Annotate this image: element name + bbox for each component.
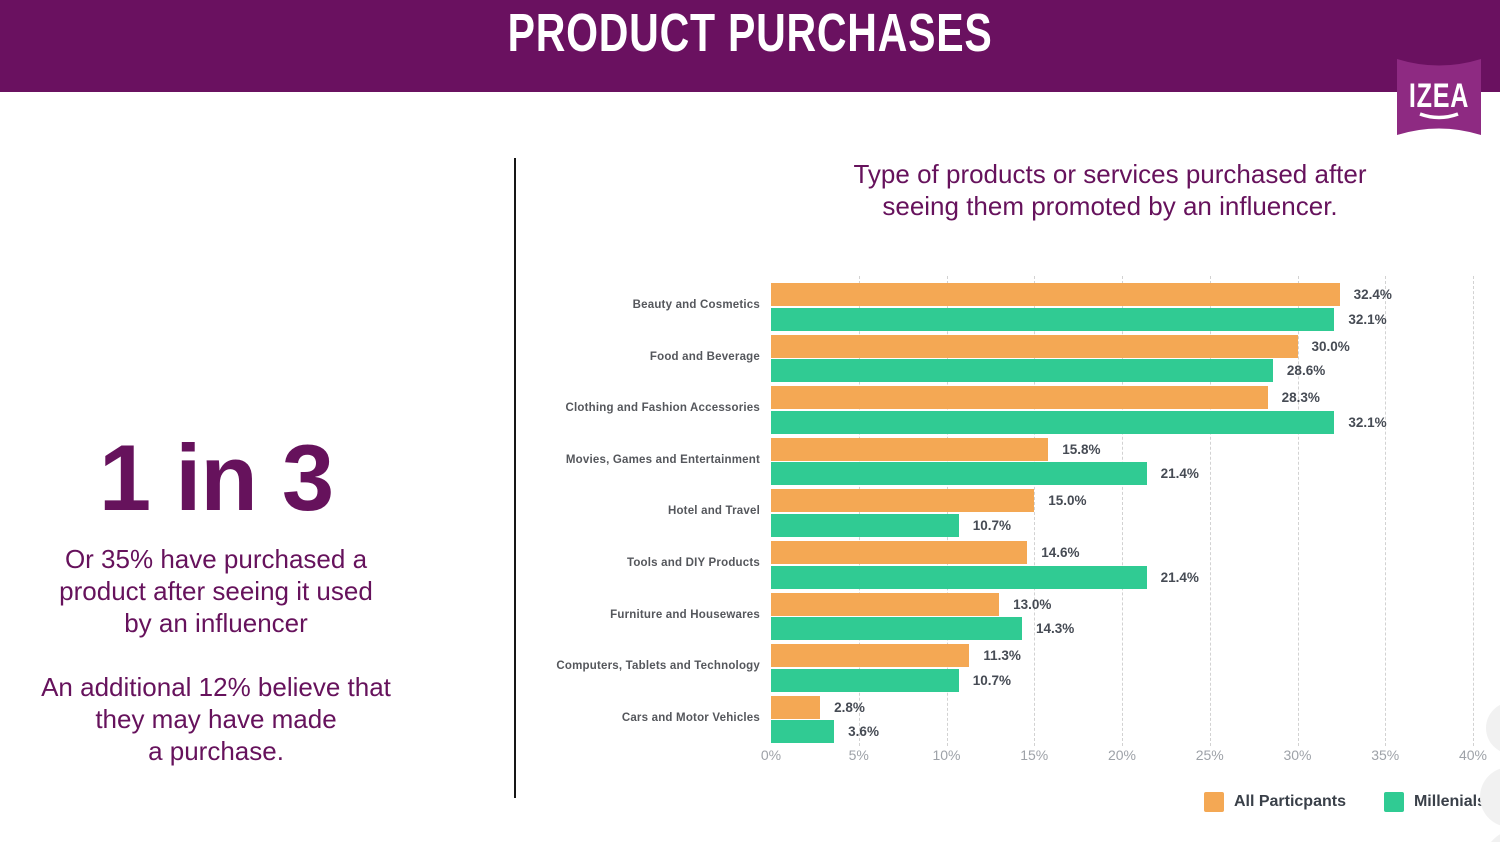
bar-all-participants xyxy=(771,695,821,719)
gridline-40 xyxy=(1473,276,1474,746)
value-label: 13.0% xyxy=(1013,596,1052,612)
bar-millennials xyxy=(771,462,1147,486)
category-label: Furniture and Housewares xyxy=(610,608,760,621)
value-label: 11.3% xyxy=(983,648,1021,664)
x-axis-tick: 30% xyxy=(1283,747,1312,763)
chart-title-line: Type of products or services purchased a… xyxy=(853,159,1367,189)
x-axis-tick: 20% xyxy=(1107,747,1137,763)
bar-millennials xyxy=(771,720,835,744)
category-label: Computers, Tablets and Technology xyxy=(556,660,760,673)
stat-paragraph-2-line: An additional 12% believe that xyxy=(41,672,391,702)
value-label: 28.3% xyxy=(1281,390,1320,406)
bar-millennials xyxy=(771,565,1147,589)
value-label: 32.1% xyxy=(1348,414,1387,430)
value-label: 2.8% xyxy=(834,699,865,715)
value-label: 28.6% xyxy=(1286,363,1326,379)
category-label: Hotel and Travel xyxy=(667,505,760,518)
value-label: 32.4% xyxy=(1353,287,1392,302)
bar-millennials xyxy=(771,513,959,537)
bar-all-participants xyxy=(771,541,1028,564)
value-label: 32.1% xyxy=(1348,311,1387,327)
legend-item-all-participants: All Particpants xyxy=(1203,792,1346,812)
bar-all-participants xyxy=(771,334,1298,358)
gridline-35 xyxy=(1385,276,1387,746)
stat-paragraph-1-line: product after seeing it used xyxy=(59,576,373,606)
x-axis-tick: 25% xyxy=(1195,747,1224,763)
value-label: 30.0% xyxy=(1311,338,1350,354)
gridline-20 xyxy=(1122,276,1123,746)
legend-swatch-all-participants xyxy=(1203,792,1224,812)
legend-label: Millenials xyxy=(1413,793,1486,810)
legend-label: All Particpants xyxy=(1233,793,1346,810)
stat-paragraph-2-line: a purchase. xyxy=(148,736,284,766)
bar-all-participants xyxy=(771,283,1340,306)
bar-all-participants xyxy=(771,489,1035,513)
gridline-30 xyxy=(1297,276,1299,746)
bar-all-participants xyxy=(771,386,1268,410)
gridline-15 xyxy=(1034,276,1036,746)
legend-swatch-millennials xyxy=(1383,792,1404,812)
izea-logo: IZEA xyxy=(1396,56,1482,138)
category-label: Clothing and Fashion Accessories xyxy=(565,402,760,415)
stat-headline: 1 in 3 xyxy=(98,425,334,530)
x-axis-tick: 35% xyxy=(1371,747,1400,763)
bar-millennials xyxy=(771,307,1335,331)
value-label: 21.4% xyxy=(1160,466,1199,482)
stat-paragraph-1-line: by an influencer xyxy=(124,608,308,638)
stat-paragraph-1-line: Or 35% have purchased a xyxy=(64,544,368,574)
bar-millennials xyxy=(771,617,1022,641)
value-label: 10.7% xyxy=(972,672,1012,688)
category-label: Beauty and Cosmetics xyxy=(632,299,760,311)
legend-item-millennials: Millenials xyxy=(1383,792,1486,812)
x-axis-tick: 15% xyxy=(1020,747,1049,763)
header-bar: PRODUCT PURCHASES xyxy=(0,0,1500,92)
value-label: 3.6% xyxy=(848,724,879,740)
page-title: PRODUCT PURCHASES xyxy=(507,3,993,63)
value-label: 15.8% xyxy=(1062,441,1101,457)
value-label: 14.3% xyxy=(1035,621,1075,637)
stat-paragraph-1: Or 35% have purchased a product after se… xyxy=(0,543,432,639)
category-label: Movies, Games and Entertainment xyxy=(565,453,760,466)
decorative-circle xyxy=(1480,767,1500,827)
value-label: 15.0% xyxy=(1048,493,1087,509)
value-label: 10.7% xyxy=(972,517,1012,533)
decorative-circle xyxy=(1486,702,1500,754)
chart-legend: All Particpants Millenials xyxy=(1203,792,1486,812)
decorative-circle xyxy=(1484,830,1500,842)
bar-all-participants xyxy=(771,437,1049,461)
category-label: Food and Beverage xyxy=(649,350,760,363)
bar-millennials xyxy=(771,410,1335,434)
izea-logo-badge: IZEA xyxy=(1397,59,1481,135)
vertical-divider xyxy=(514,158,516,798)
x-axis-tick: 0% xyxy=(760,747,782,763)
value-label: 21.4% xyxy=(1160,569,1199,585)
bar-all-participants xyxy=(771,592,1000,616)
stat-paragraph-2: An additional 12% believe that they may … xyxy=(0,671,432,767)
chart-title-line: seeing them promoted by an influencer. xyxy=(882,191,1338,221)
x-axis-tick: 5% xyxy=(848,747,869,763)
bar-all-participants xyxy=(771,644,970,668)
izea-logo-text: IZEA xyxy=(1409,77,1469,115)
value-label: 14.6% xyxy=(1041,545,1080,560)
stat-paragraph-2-line: they may have made xyxy=(95,704,337,734)
gridline-25 xyxy=(1209,276,1211,746)
izea-logo-underline-swoosh xyxy=(1419,112,1459,120)
x-axis-tick: 40% xyxy=(1458,747,1488,763)
category-label: Cars and Motor Vehicles xyxy=(621,711,760,724)
chart-title: Type of products or services purchased a… xyxy=(740,158,1480,222)
category-label: Tools and DIY Products xyxy=(626,557,760,569)
bar-millennials xyxy=(771,359,1273,383)
x-axis-tick: 10% xyxy=(932,747,961,763)
bar-millennials xyxy=(771,668,959,692)
